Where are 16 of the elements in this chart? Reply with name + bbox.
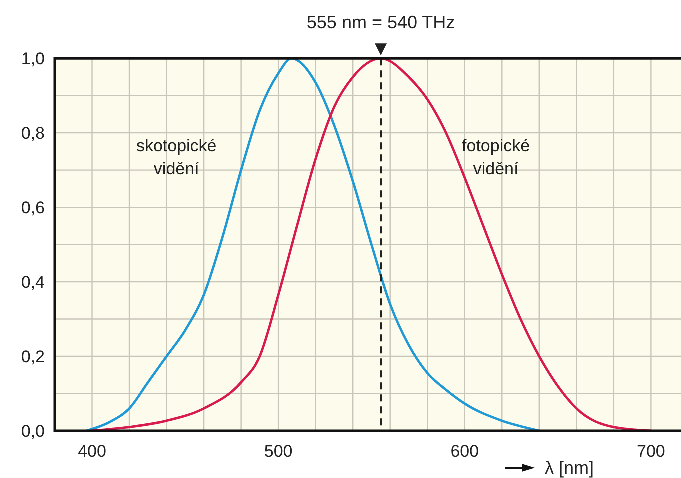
x-axis-title: λ [nm]: [545, 458, 594, 478]
y-tick-label: 0,8: [21, 124, 45, 144]
series-label: fotopické vidění: [462, 136, 530, 179]
series-label: skotopické vidění: [136, 136, 217, 179]
x-tick-label: 600: [450, 442, 480, 461]
y-tick-label: 1,0: [21, 50, 45, 69]
y-tick-label: 0,6: [21, 198, 45, 218]
y-tick-label: 0,4: [21, 273, 45, 292]
x-tick-label: 400: [78, 442, 106, 461]
x-tick-label: 700: [637, 442, 666, 461]
y-tick-label: 0,0: [21, 422, 45, 441]
line-series: [85, 57, 541, 432]
x-tick-label: 500: [264, 442, 293, 461]
line-series: [91, 57, 652, 432]
ref-line-label: 555 nm = 540 THz: [306, 12, 456, 33]
y-tick-label: 0,2: [21, 348, 45, 367]
